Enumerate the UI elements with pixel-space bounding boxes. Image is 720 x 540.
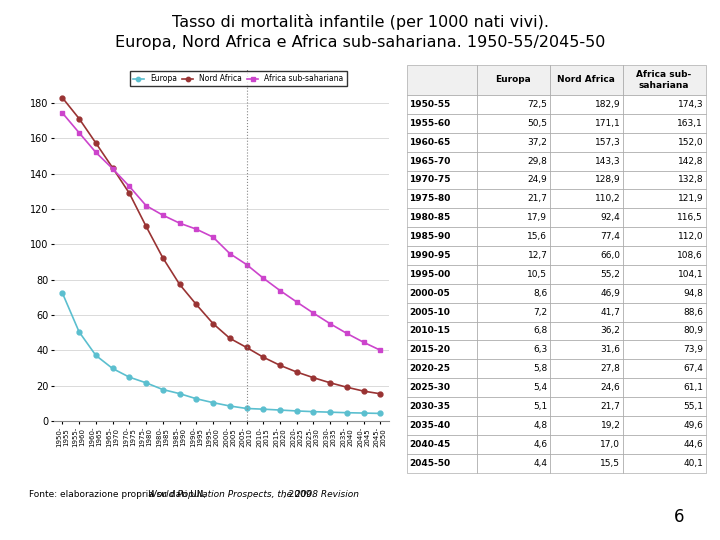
Nord Africa xyxy=(108,165,117,171)
Europa xyxy=(192,395,201,402)
Europa xyxy=(292,408,301,414)
Europa xyxy=(376,410,384,417)
Text: Fonte: elaborazione propria su dati UN,: Fonte: elaborazione propria su dati UN, xyxy=(29,490,209,500)
Africa sub-sahariana xyxy=(292,299,301,305)
Nord Africa xyxy=(242,344,251,350)
Africa sub-sahariana xyxy=(359,339,368,346)
Europa xyxy=(225,403,234,409)
Nord Africa xyxy=(343,384,351,390)
Africa sub-sahariana xyxy=(326,321,335,327)
Nord Africa xyxy=(376,390,384,397)
Legend: Europa, Nord Africa, Africa sub-sahariana: Europa, Nord Africa, Africa sub-saharian… xyxy=(130,71,347,86)
Africa sub-sahariana xyxy=(343,330,351,337)
Africa sub-sahariana xyxy=(309,310,318,316)
Europa xyxy=(175,390,184,397)
Nord Africa xyxy=(158,254,167,261)
Europa xyxy=(58,290,67,296)
Nord Africa xyxy=(225,335,234,341)
Africa sub-sahariana xyxy=(192,226,201,232)
Africa sub-sahariana xyxy=(376,347,384,354)
Nord Africa xyxy=(175,281,184,288)
Text: 6: 6 xyxy=(673,509,684,526)
Nord Africa xyxy=(259,354,268,360)
Nord Africa xyxy=(359,388,368,394)
Africa sub-sahariana xyxy=(108,165,117,172)
Europa xyxy=(259,406,268,413)
Nord Africa xyxy=(192,301,201,308)
Nord Africa xyxy=(125,190,134,197)
Nord Africa xyxy=(209,320,217,327)
Europa xyxy=(108,365,117,372)
Europa xyxy=(142,380,150,386)
Africa sub-sahariana xyxy=(125,183,134,190)
Line: Nord Africa: Nord Africa xyxy=(60,96,383,396)
Line: Europa: Europa xyxy=(60,291,383,416)
Europa xyxy=(75,329,84,335)
Nord Africa xyxy=(276,362,284,369)
Africa sub-sahariana xyxy=(225,251,234,257)
Europa xyxy=(242,405,251,411)
Nord Africa xyxy=(91,140,100,146)
Nord Africa xyxy=(58,94,67,101)
Nord Africa xyxy=(292,369,301,375)
Europa xyxy=(209,400,217,406)
Text: Tasso di mortalità infantile (per 1000 nati vivi).: Tasso di mortalità infantile (per 1000 n… xyxy=(171,14,549,30)
Africa sub-sahariana xyxy=(209,234,217,240)
Nord Africa xyxy=(309,374,318,381)
Europa xyxy=(276,407,284,413)
Africa sub-sahariana xyxy=(276,287,284,294)
Africa sub-sahariana xyxy=(142,202,150,209)
Europa xyxy=(158,386,167,393)
Africa sub-sahariana xyxy=(158,212,167,218)
Text: , 2009.: , 2009. xyxy=(283,490,314,500)
Europa xyxy=(343,409,351,416)
Africa sub-sahariana xyxy=(75,130,84,136)
Africa sub-sahariana xyxy=(259,275,268,281)
Africa sub-sahariana xyxy=(242,261,251,268)
Africa sub-sahariana xyxy=(58,110,67,116)
Europa xyxy=(125,374,134,380)
Nord Africa xyxy=(142,223,150,230)
Nord Africa xyxy=(326,380,335,386)
Text: World Population Prospects, the 2008 Revision: World Population Prospects, the 2008 Rev… xyxy=(148,490,359,500)
Africa sub-sahariana xyxy=(91,149,100,156)
Europa xyxy=(91,352,100,359)
Africa sub-sahariana xyxy=(175,220,184,226)
Nord Africa xyxy=(75,116,84,122)
Europa xyxy=(309,408,318,415)
Text: Europa, Nord Africa e Africa sub-sahariana. 1950-55/2045-50: Europa, Nord Africa e Africa sub-saharia… xyxy=(114,35,606,50)
Line: Africa sub-sahariana: Africa sub-sahariana xyxy=(60,111,383,353)
Europa xyxy=(326,409,335,415)
Europa xyxy=(359,410,368,416)
